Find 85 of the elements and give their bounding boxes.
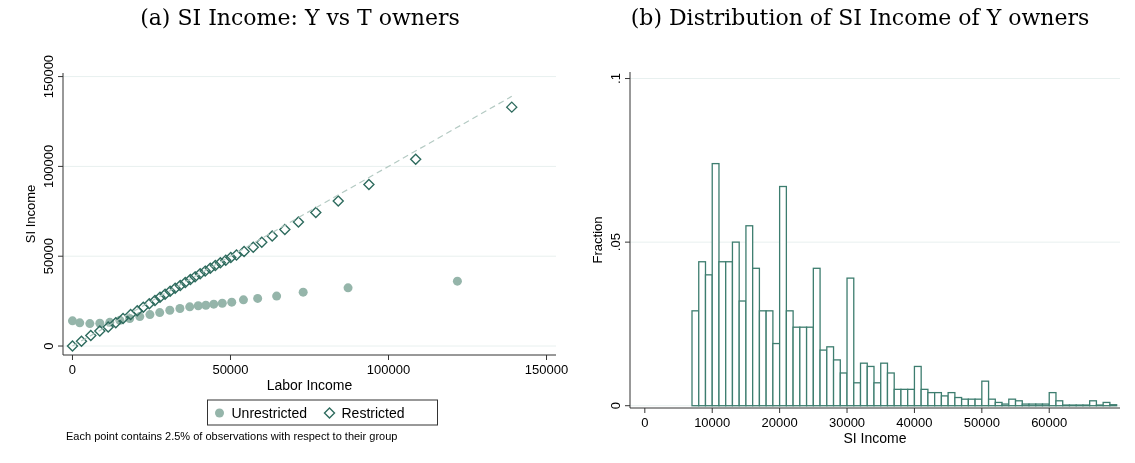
- point: [214, 257, 227, 269]
- point: [310, 206, 322, 219]
- y-tick-label: 0: [608, 402, 623, 410]
- y-tick-label: 0: [41, 342, 56, 350]
- y-tick-label: 100000: [41, 144, 56, 189]
- x-tick-label: 30000: [828, 415, 866, 430]
- y-tick-label: .1: [608, 73, 623, 84]
- point: [247, 241, 259, 253]
- x-tick-label: 60000: [1031, 415, 1068, 430]
- chart-title: (b) Distribution of SI Income of Y owners: [630, 5, 1090, 30]
- point: [272, 291, 282, 301]
- point: [165, 305, 175, 315]
- point: [85, 329, 97, 342]
- point: [452, 276, 462, 286]
- legend-label: Unrestricted: [231, 405, 307, 421]
- point: [230, 249, 243, 261]
- point: [94, 325, 106, 337]
- y-axis-title: SI Income: [23, 184, 38, 244]
- point: [238, 245, 250, 258]
- point: [75, 318, 85, 328]
- point: [209, 259, 222, 272]
- point: [204, 262, 216, 274]
- point: [292, 216, 305, 228]
- x-tick-label: 20000: [761, 415, 798, 430]
- point: [155, 308, 165, 318]
- point: [154, 291, 166, 304]
- x-tick-label: 50000: [212, 362, 249, 377]
- point: [506, 101, 518, 113]
- text: Each point contains 2.5% of observations with respect to their group: [66, 430, 398, 442]
- point: [332, 195, 344, 207]
- point: [189, 271, 201, 283]
- point: [343, 283, 353, 293]
- point: [199, 265, 211, 277]
- point: [164, 285, 176, 297]
- point: [75, 335, 88, 348]
- x-tick-label: 50000: [963, 415, 1000, 430]
- y-tick-label: .05: [608, 233, 623, 252]
- point: [124, 308, 137, 321]
- x-axis-title: Labor Income: [266, 377, 353, 393]
- point: [363, 178, 375, 191]
- point: [110, 316, 122, 329]
- point: [227, 297, 237, 307]
- point: [279, 223, 291, 236]
- x-tick-label: 150000: [524, 362, 569, 377]
- point: [409, 153, 422, 165]
- point: [66, 340, 79, 352]
- point: [102, 321, 114, 333]
- point: [266, 230, 278, 242]
- point: [174, 279, 186, 292]
- point: [194, 268, 206, 280]
- y-axis-title: Fraction: [590, 216, 605, 264]
- point: [149, 294, 161, 307]
- point: [238, 295, 248, 305]
- point: [184, 273, 197, 286]
- point: [169, 282, 181, 295]
- point: [217, 298, 227, 308]
- point: [117, 312, 129, 325]
- chart-title: (a) SI Income: Y vs T owners: [140, 5, 460, 30]
- x-tick-label: 0: [641, 415, 649, 430]
- x-tick-label: 40000: [896, 415, 933, 430]
- point: [143, 298, 155, 310]
- y-tick-label: 50000: [41, 238, 56, 275]
- legend-label: Restricted: [341, 405, 405, 421]
- point: [145, 310, 155, 320]
- point: [175, 303, 185, 313]
- point: [256, 236, 268, 248]
- point: [193, 301, 203, 311]
- point: [209, 299, 219, 309]
- point: [159, 288, 171, 300]
- point: [298, 287, 308, 297]
- point: [137, 301, 149, 313]
- y-tick-label: 150000: [41, 54, 56, 99]
- point: [85, 319, 95, 329]
- point: [253, 293, 263, 303]
- x-tick-label: 100000: [366, 362, 411, 377]
- point: [220, 254, 232, 266]
- point: [225, 251, 237, 264]
- x-tick-label: 0: [68, 362, 77, 377]
- x-tick-label: 10000: [694, 415, 731, 430]
- x-axis-title: SI Income: [843, 430, 907, 446]
- point: [95, 318, 105, 328]
- point: [201, 300, 211, 310]
- point: [179, 276, 191, 289]
- point: [131, 305, 143, 317]
- point: [185, 302, 195, 312]
